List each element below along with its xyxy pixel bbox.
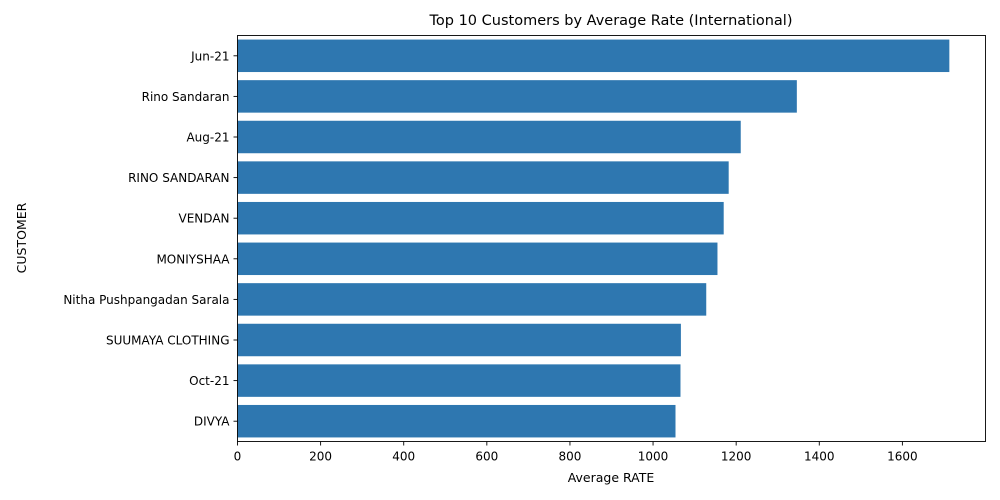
bars-group	[237, 39, 950, 438]
x-tick-label: 0	[234, 450, 242, 464]
x-tick-label: 800	[558, 450, 581, 464]
x-tick-label: 1400	[804, 450, 835, 464]
bar	[237, 364, 681, 397]
y-tick-label: RINO SANDARAN	[128, 171, 229, 185]
y-tick-label: Rino Sandaran	[142, 90, 230, 104]
bar	[237, 161, 729, 194]
x-tick-label: 1200	[721, 450, 752, 464]
y-tick-label: VENDAN	[179, 212, 230, 226]
y-tick-label: Nitha Pushpangadan Sarala	[63, 293, 229, 307]
plot-frame	[237, 35, 986, 442]
y-tick-label: Aug-21	[186, 131, 229, 145]
y-tick-label: Jun-21	[190, 49, 229, 63]
x-axis-label: Average RATE	[568, 470, 655, 485]
y-axis-label: CUSTOMER	[14, 202, 29, 273]
x-tick-label: 1600	[887, 450, 918, 464]
bar	[237, 120, 741, 154]
y-tick-label: SUUMAYA CLOTHING	[106, 334, 230, 348]
chart-title: Top 10 Customers by Average Rate (Intern…	[429, 13, 793, 29]
bar	[237, 283, 707, 316]
bar	[237, 323, 681, 357]
bar	[237, 201, 724, 235]
x-tick-label: 600	[475, 450, 498, 464]
x-tick-label: 1000	[638, 450, 669, 464]
y-tick-label: MONIYSHAA	[156, 252, 230, 266]
x-tick-label: 200	[309, 450, 332, 464]
y-tick-label: DIVYA	[194, 415, 230, 429]
bar	[237, 80, 797, 113]
bar	[237, 404, 676, 438]
x-tick-label: 400	[392, 450, 415, 464]
y-tick-label: Oct-21	[189, 374, 229, 388]
bar	[237, 242, 718, 276]
y-axis-ticks: Jun-21 Rino Sandaran Aug-21 RINO SANDARAN VE…	[63, 49, 238, 429]
bar	[237, 39, 950, 73]
x-axis-ticks: 0 200 400 600 800 1000 1200 1400 1600	[234, 441, 918, 464]
